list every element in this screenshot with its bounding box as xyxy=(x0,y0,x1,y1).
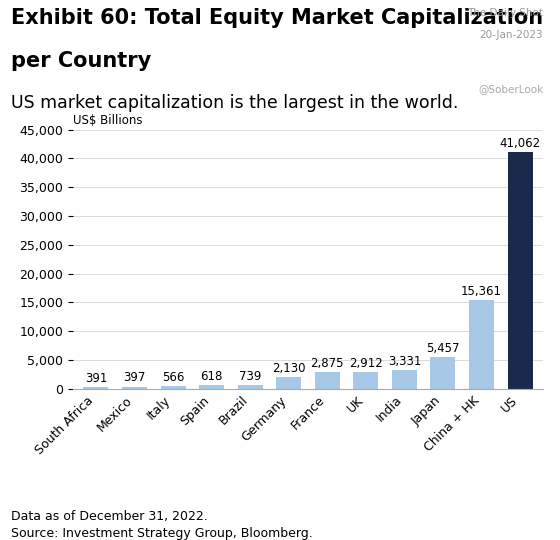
Text: 2,875: 2,875 xyxy=(311,357,344,370)
Text: 41,062: 41,062 xyxy=(500,137,540,150)
Text: Data as of December 31, 2022.: Data as of December 31, 2022. xyxy=(11,510,208,523)
Bar xyxy=(237,384,263,389)
Bar xyxy=(161,386,185,389)
Text: 391: 391 xyxy=(85,372,107,384)
Text: Source: Investment Strategy Group, Bloomberg.: Source: Investment Strategy Group, Bloom… xyxy=(11,526,313,539)
Text: per Country: per Country xyxy=(11,51,151,71)
Text: 15,361: 15,361 xyxy=(461,285,502,298)
Text: US$ Billions: US$ Billions xyxy=(73,114,142,127)
Bar xyxy=(122,387,147,389)
Text: 20-Jan-2023: 20-Jan-2023 xyxy=(479,30,543,40)
Bar xyxy=(469,300,494,389)
Text: @SoberLook: @SoberLook xyxy=(478,84,543,94)
Bar xyxy=(392,369,417,389)
Text: Exhibit 60: Total Equity Market Capitalization: Exhibit 60: Total Equity Market Capitali… xyxy=(11,8,543,28)
Bar xyxy=(83,387,109,389)
Text: 2,130: 2,130 xyxy=(272,361,305,375)
Bar xyxy=(315,372,340,389)
Text: 2,912: 2,912 xyxy=(349,357,382,370)
Text: The Daily Shot: The Daily Shot xyxy=(467,8,543,18)
Text: 618: 618 xyxy=(200,370,223,383)
Bar xyxy=(507,152,533,389)
Text: 3,331: 3,331 xyxy=(388,355,421,368)
Bar xyxy=(276,376,301,389)
Text: 566: 566 xyxy=(162,370,184,383)
Bar xyxy=(431,357,455,389)
Text: 5,457: 5,457 xyxy=(426,342,460,355)
Bar xyxy=(199,385,224,389)
Text: 397: 397 xyxy=(123,372,146,384)
Text: US market capitalization is the largest in the world.: US market capitalization is the largest … xyxy=(11,94,459,112)
Text: 739: 739 xyxy=(239,369,262,382)
Bar xyxy=(353,372,379,389)
